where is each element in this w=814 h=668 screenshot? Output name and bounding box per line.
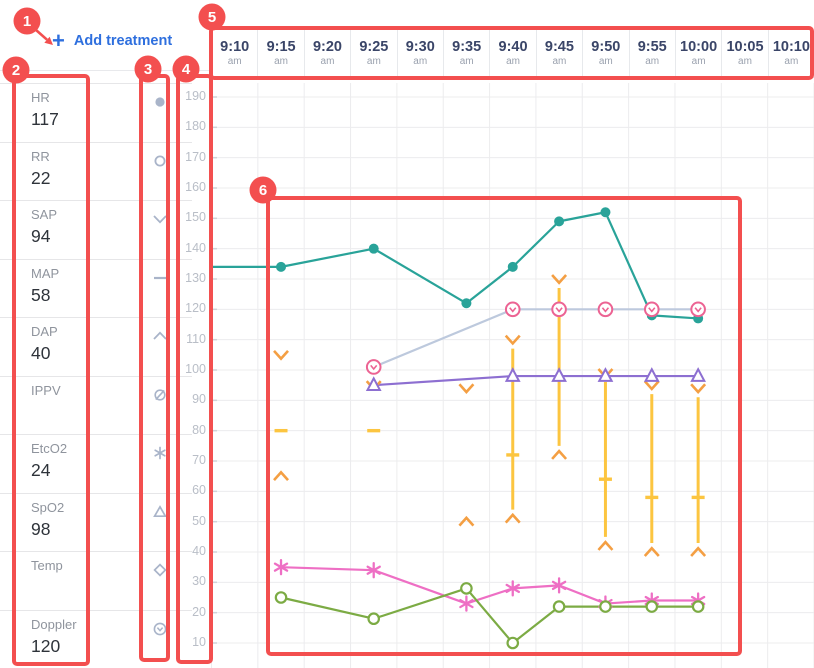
add-treatment-label: Add treatment — [73, 33, 173, 49]
plus-icon: + — [52, 28, 65, 53]
divider — [0, 70, 211, 71]
add-treatment-button[interactable]: + Add treatment — [52, 30, 172, 52]
